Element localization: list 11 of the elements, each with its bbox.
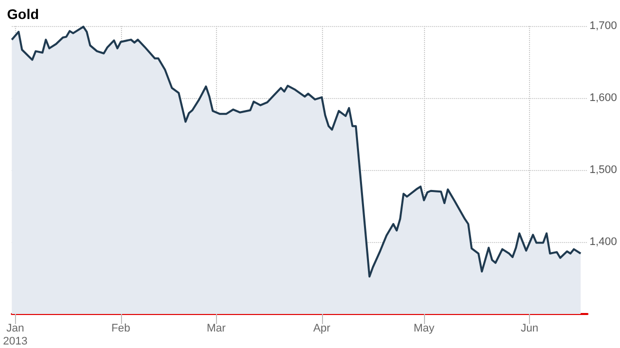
x-tick-label: Mar xyxy=(206,322,226,334)
x-tick-label: Apr xyxy=(313,322,331,334)
x-tick-label: May xyxy=(414,322,435,334)
y-tick-label: 1,600 xyxy=(589,92,618,104)
y-tick-label: 1,700 xyxy=(589,20,618,32)
y-tick-label: 1,500 xyxy=(589,164,618,176)
x-tick-label: Jan 2013 xyxy=(2,322,28,348)
chart-title: Gold xyxy=(7,6,39,22)
y-tick-label: 1,400 xyxy=(589,236,618,248)
x-tick-label: Feb xyxy=(111,322,130,334)
x-tick-label: Jun xyxy=(520,322,538,334)
